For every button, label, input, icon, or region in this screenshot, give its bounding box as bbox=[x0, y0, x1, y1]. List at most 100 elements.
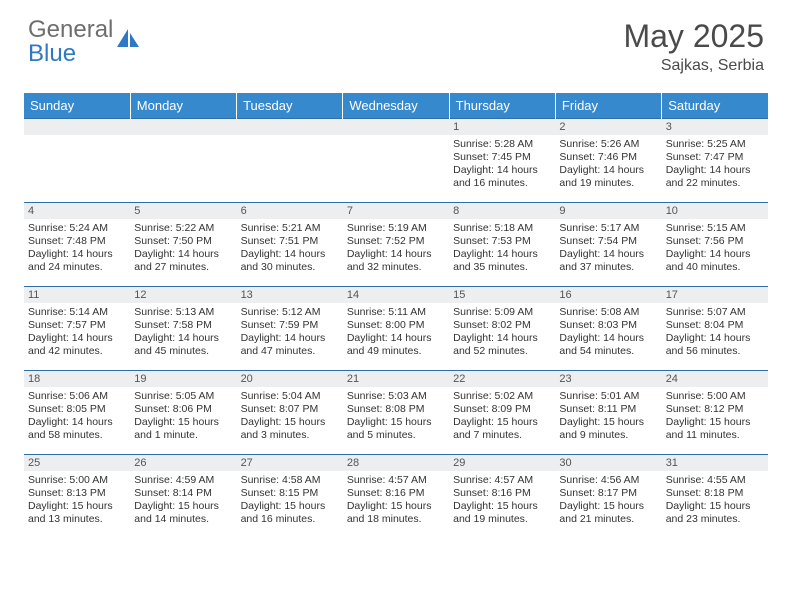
day-header: Monday bbox=[130, 93, 236, 119]
day-number: 11 bbox=[24, 287, 130, 302]
daylight-text: Daylight: 15 hours bbox=[241, 500, 339, 513]
sunrise-text: Sunrise: 5:24 AM bbox=[28, 222, 126, 235]
day-detail-cell: Sunrise: 5:11 AMSunset: 8:00 PMDaylight:… bbox=[343, 303, 449, 371]
day-detail-cell: Sunrise: 5:02 AMSunset: 8:09 PMDaylight:… bbox=[449, 387, 555, 455]
day-number-cell: 30 bbox=[555, 455, 661, 471]
day-detail-cell: Sunrise: 5:22 AMSunset: 7:50 PMDaylight:… bbox=[130, 219, 236, 287]
daylight-text: and 56 minutes. bbox=[666, 345, 764, 358]
daylight-text: and 19 minutes. bbox=[559, 177, 657, 190]
daylight-text: and 16 minutes. bbox=[241, 513, 339, 526]
daylight-text: Daylight: 15 hours bbox=[347, 500, 445, 513]
week-detail-row: Sunrise: 5:24 AMSunset: 7:48 PM Daylight:… bbox=[24, 219, 768, 287]
day-number-cell: 23 bbox=[555, 371, 661, 387]
day-number-cell bbox=[24, 119, 130, 135]
brand-logo: General Blue bbox=[28, 18, 139, 66]
day-number-cell: 4 bbox=[24, 203, 130, 219]
sunset-text: Sunset: 8:07 PM bbox=[241, 403, 339, 416]
day-number: 30 bbox=[555, 455, 661, 470]
daylight-text: and 14 minutes. bbox=[134, 513, 232, 526]
sunrise-text: Sunrise: 5:06 AM bbox=[28, 390, 126, 403]
sunset-text: Sunset: 7:48 PM bbox=[28, 235, 126, 248]
day-number-cell: 26 bbox=[130, 455, 236, 471]
sunset-text: Sunset: 7:51 PM bbox=[241, 235, 339, 248]
daylight-text: Daylight: 14 hours bbox=[666, 164, 764, 177]
sunset-text: Sunset: 8:15 PM bbox=[241, 487, 339, 500]
day-number-cell bbox=[237, 119, 343, 135]
day-number: 24 bbox=[662, 371, 768, 386]
daylight-text: Daylight: 15 hours bbox=[559, 416, 657, 429]
sunset-text: Sunset: 8:16 PM bbox=[347, 487, 445, 500]
day-number-cell: 7 bbox=[343, 203, 449, 219]
daylight-text: Daylight: 14 hours bbox=[241, 332, 339, 345]
day-detail-cell: Sunrise: 5:00 AMSunset: 8:13 PMDaylight:… bbox=[24, 471, 130, 539]
daylight-text: Daylight: 15 hours bbox=[666, 500, 764, 513]
day-detail-cell: Sunrise: 5:19 AMSunset: 7:52 PMDaylight:… bbox=[343, 219, 449, 287]
daylight-text: and 42 minutes. bbox=[28, 345, 126, 358]
day-number: 12 bbox=[130, 287, 236, 302]
daylight-text: Daylight: 14 hours bbox=[666, 248, 764, 261]
sunset-text: Sunset: 8:02 PM bbox=[453, 319, 551, 332]
daylight-text: and 52 minutes. bbox=[453, 345, 551, 358]
day-number: 6 bbox=[237, 203, 343, 218]
day-detail-cell: Sunrise: 5:26 AMSunset: 7:46 PMDaylight:… bbox=[555, 135, 661, 203]
day-number-cell: 18 bbox=[24, 371, 130, 387]
day-detail-cell: Sunrise: 5:00 AMSunset: 8:12 PMDaylight:… bbox=[662, 387, 768, 455]
day-number-cell: 29 bbox=[449, 455, 555, 471]
daylight-text: and 49 minutes. bbox=[347, 345, 445, 358]
daylight-text: and 45 minutes. bbox=[134, 345, 232, 358]
sunrise-text: Sunrise: 5:19 AM bbox=[347, 222, 445, 235]
sunrise-text: Sunrise: 5:05 AM bbox=[134, 390, 232, 403]
daylight-text: and 40 minutes. bbox=[666, 261, 764, 274]
daylight-text: Daylight: 14 hours bbox=[347, 248, 445, 261]
week-number-row: 18192021222324 bbox=[24, 371, 768, 387]
sunrise-text: Sunrise: 4:57 AM bbox=[347, 474, 445, 487]
day-number: 1 bbox=[449, 119, 555, 134]
sunset-text: Sunset: 7:59 PM bbox=[241, 319, 339, 332]
week-number-row: 25262728293031 bbox=[24, 455, 768, 471]
day-number-cell: 12 bbox=[130, 287, 236, 303]
day-number: 16 bbox=[555, 287, 661, 302]
day-number-cell: 5 bbox=[130, 203, 236, 219]
sunrise-text: Sunrise: 5:25 AM bbox=[666, 138, 764, 151]
title-block: May 2025 Sajkas, Serbia bbox=[623, 18, 764, 75]
daylight-text: and 37 minutes. bbox=[559, 261, 657, 274]
week-detail-row: Sunrise: 5:14 AMSunset: 7:57 PMDaylight:… bbox=[24, 303, 768, 371]
sunrise-text: Sunrise: 5:08 AM bbox=[559, 306, 657, 319]
sunrise-text: Sunrise: 5:22 AM bbox=[134, 222, 232, 235]
daylight-text: Daylight: 14 hours bbox=[559, 332, 657, 345]
sail-icon bbox=[117, 29, 139, 52]
day-number: 31 bbox=[662, 455, 768, 470]
day-detail-cell: Sunrise: 4:59 AMSunset: 8:14 PMDaylight:… bbox=[130, 471, 236, 539]
day-number: 28 bbox=[343, 455, 449, 470]
daylight-text: Daylight: 14 hours bbox=[28, 416, 126, 429]
day-detail-cell: Sunrise: 4:56 AMSunset: 8:17 PMDaylight:… bbox=[555, 471, 661, 539]
day-detail-cell bbox=[343, 135, 449, 203]
page-title: May 2025 bbox=[623, 18, 764, 55]
day-detail-cell: Sunrise: 4:57 AMSunset: 8:16 PMDaylight:… bbox=[449, 471, 555, 539]
week-number-row: 45678910 bbox=[24, 203, 768, 219]
sunset-text: Sunset: 7:57 PM bbox=[28, 319, 126, 332]
daylight-text: and 1 minute. bbox=[134, 429, 232, 442]
day-header: Wednesday bbox=[343, 93, 449, 119]
week-detail-row: Sunrise: 5:06 AMSunset: 8:05 PMDaylight:… bbox=[24, 387, 768, 455]
daylight-text: and 21 minutes. bbox=[559, 513, 657, 526]
day-number-cell: 2 bbox=[555, 119, 661, 135]
day-number: 18 bbox=[24, 371, 130, 386]
day-header: Thursday bbox=[449, 93, 555, 119]
day-number: 20 bbox=[237, 371, 343, 386]
day-number: 23 bbox=[555, 371, 661, 386]
day-header: Tuesday bbox=[237, 93, 343, 119]
day-number: 2 bbox=[555, 119, 661, 134]
day-number-cell: 21 bbox=[343, 371, 449, 387]
sunset-text: Sunset: 7:45 PM bbox=[453, 151, 551, 164]
week-number-row: 11121314151617 bbox=[24, 287, 768, 303]
day-number-cell: 10 bbox=[662, 203, 768, 219]
daylight-text: Daylight: 15 hours bbox=[453, 416, 551, 429]
sunset-text: Sunset: 8:11 PM bbox=[559, 403, 657, 416]
daylight-text: and 11 minutes. bbox=[666, 429, 764, 442]
day-number-cell: 6 bbox=[237, 203, 343, 219]
sunset-text: Sunset: 8:03 PM bbox=[559, 319, 657, 332]
daylight-text: Daylight: 14 hours bbox=[453, 248, 551, 261]
daylight-text: and 58 minutes. bbox=[28, 429, 126, 442]
daylight-text: Daylight: 15 hours bbox=[134, 416, 232, 429]
